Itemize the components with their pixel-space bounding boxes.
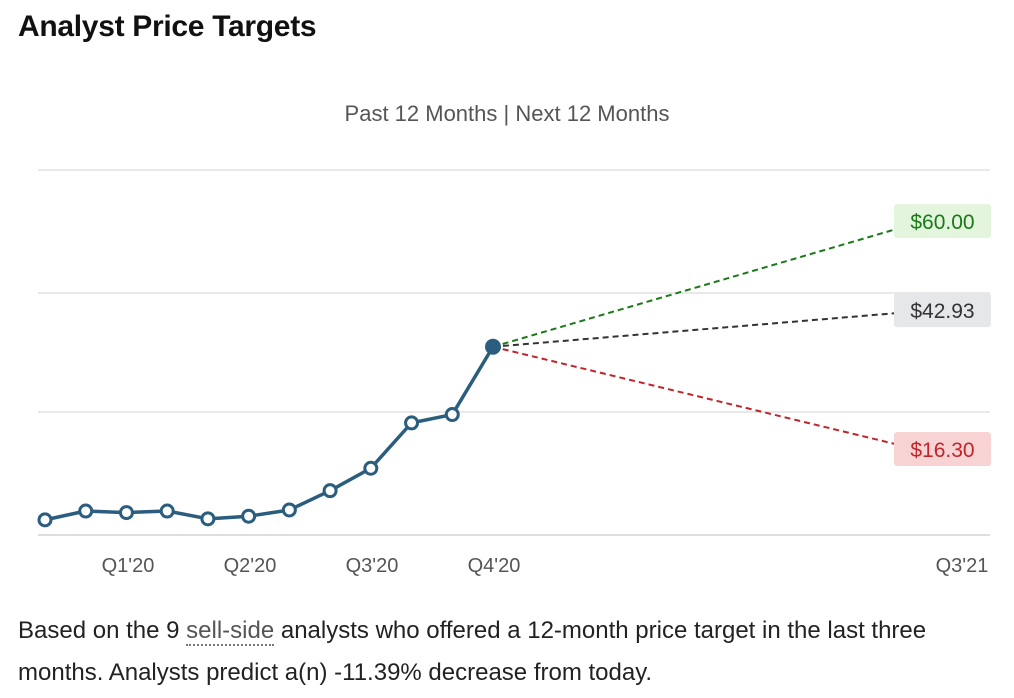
price-point — [78, 503, 94, 519]
x-tick-label: Q3'21 — [936, 555, 989, 577]
sell-side-link[interactable]: sell-side — [186, 617, 275, 646]
x-tick-label: Q3'20 — [346, 555, 399, 577]
range-separator: | — [503, 101, 510, 126]
analyst-summary: Based on the 9 sell-side analysts who of… — [18, 610, 1008, 694]
target-value: $60.00 — [910, 211, 974, 234]
chart-gridlines — [38, 169, 990, 536]
target-label-average: $42.93 — [894, 293, 991, 328]
target-label-low: $16.30 — [894, 432, 991, 467]
x-tick-label: Q4'20 — [468, 555, 521, 577]
target-projections: $60.00 $42.93 $16.30 — [492, 204, 991, 467]
price-target-chart: Q1'20 Q2'20 Q3'20 Q4'20 Q3'21 $60.00 $42.93 $1… — [37, 169, 991, 577]
change-direction: decrease from today. — [421, 659, 653, 686]
analyst-count: 9 — [166, 617, 180, 644]
current-price-point — [485, 338, 501, 355]
x-tick-label: Q2'20 — [224, 555, 277, 577]
price-point — [363, 460, 379, 476]
price-point — [322, 483, 338, 499]
target-label-bg — [894, 432, 991, 467]
range-toggle: Past 12 Months | Next 12 Months — [0, 101, 1014, 127]
x-axis-tick-labels: Q1'20 Q2'20 Q3'20 Q4'20 Q3'21 — [102, 555, 989, 577]
price-history-series — [37, 338, 501, 528]
page-title: Analyst Price Targets — [18, 10, 317, 43]
predicted-change: -11.39% — [334, 659, 422, 686]
price-point — [37, 512, 53, 528]
target-line-low — [492, 345, 921, 451]
price-history-line — [44, 345, 495, 522]
summary-body: analysts who offered a 12-month price ta… — [18, 617, 927, 686]
target-value: $42.93 — [910, 300, 974, 323]
price-point — [281, 502, 297, 518]
target-label-high: $60.00 — [894, 204, 991, 239]
price-point — [200, 511, 216, 527]
price-point — [241, 508, 257, 524]
price-point — [159, 503, 175, 519]
target-value: $16.30 — [910, 439, 974, 462]
target-label-bg — [894, 293, 991, 328]
summary-intro: Based on the — [18, 617, 167, 644]
tab-next-12-months[interactable]: Next 12 Months — [515, 101, 670, 126]
target-label-bg — [894, 204, 991, 239]
price-point — [118, 505, 134, 521]
tab-past-12-months[interactable]: Past 12 Months — [344, 101, 498, 126]
x-tick-label: Q1'20 — [102, 555, 155, 577]
target-line-average — [492, 310, 921, 348]
price-point — [404, 415, 420, 431]
price-point — [444, 407, 460, 423]
target-line-high — [492, 221, 921, 348]
